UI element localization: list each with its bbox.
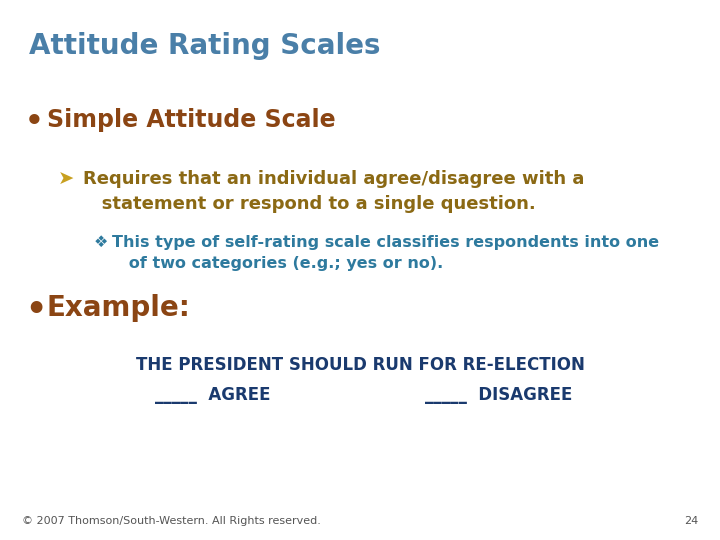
Text: © 2007 Thomson/South-Western. All Rights reserved.: © 2007 Thomson/South-Western. All Rights…	[22, 516, 320, 526]
Text: _____  DISAGREE: _____ DISAGREE	[425, 386, 572, 404]
Text: Attitude Rating Scales: Attitude Rating Scales	[29, 32, 380, 60]
Text: ➤: ➤	[58, 170, 74, 189]
Text: Simple Attitude Scale: Simple Attitude Scale	[47, 108, 336, 132]
Text: ❖: ❖	[94, 235, 108, 250]
Text: _____  AGREE: _____ AGREE	[155, 386, 270, 404]
Text: This type of self-rating scale classifies respondents into one
   of two categor: This type of self-rating scale classifie…	[112, 235, 659, 271]
Text: Example:: Example:	[47, 294, 191, 322]
Text: •: •	[25, 108, 44, 136]
Text: •: •	[25, 294, 47, 327]
Text: THE PRESIDENT SHOULD RUN FOR RE-ELECTION: THE PRESIDENT SHOULD RUN FOR RE-ELECTION	[135, 356, 585, 374]
Text: Requires that an individual agree/disagree with a
   statement or respond to a s: Requires that an individual agree/disagr…	[83, 170, 584, 213]
Text: 24: 24	[684, 516, 698, 526]
